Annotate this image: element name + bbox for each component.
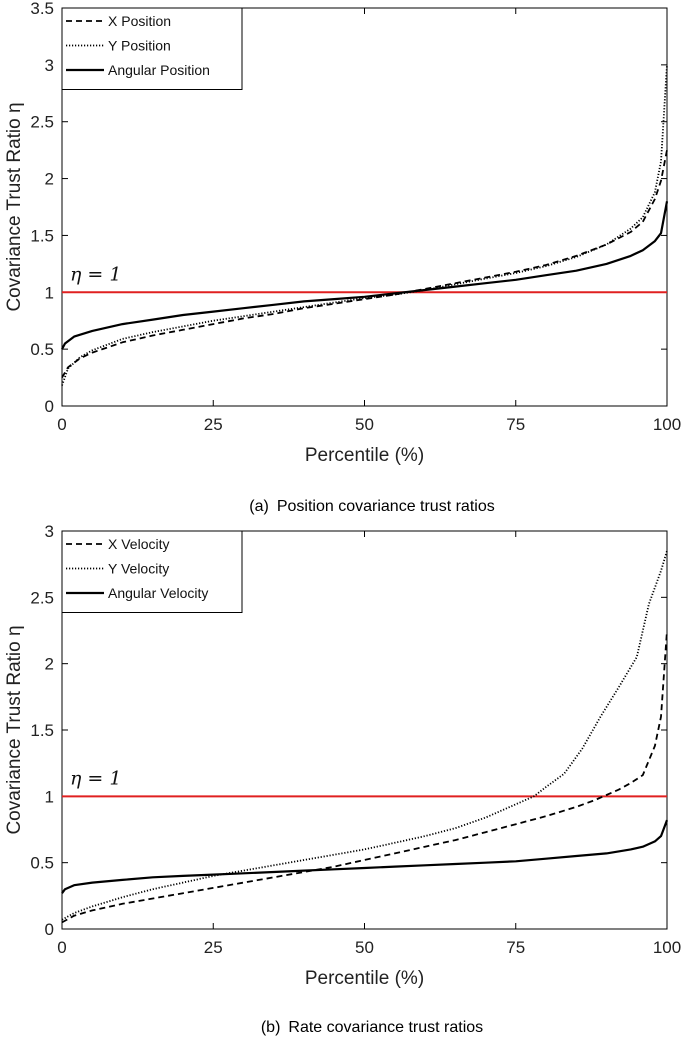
panel-a-caption-label: (a)	[249, 498, 269, 515]
series-x-velocity	[61, 630, 668, 924]
ytick-label: 0.5	[30, 340, 54, 359]
panel-b-reference-label: η = 1	[70, 767, 121, 789]
panel-a-series	[61, 64, 669, 386]
ytick-label: 3.5	[30, 0, 54, 18]
panel-b-ylabel: Covariance Trust Ratio η	[4, 625, 25, 834]
panel-a-xticks: 0 25 50 75 100	[57, 8, 681, 434]
legend-label: Angular Velocity	[108, 585, 208, 601]
panel-b-yticks: 0 0.5 1 1.5 2 2.5 3	[30, 522, 667, 939]
series-x-position	[61, 149, 668, 379]
legend-label: X Position	[108, 13, 171, 29]
panel-b-legend: X Velocity Y Velocity Angular Velocity	[61, 530, 243, 613]
panel-a-ylabel: Covariance Trust Ratio η	[4, 102, 25, 311]
xtick-label: 100	[653, 938, 681, 957]
ytick-label: 1	[45, 787, 54, 806]
xtick-label: 25	[204, 415, 223, 434]
panel-b-xlabel: Percentile (%)	[305, 968, 424, 989]
xtick-label: 75	[506, 415, 525, 434]
panel-b-caption-text: Rate covariance trust ratios	[288, 1019, 483, 1036]
series-angular-velocity	[61, 819, 669, 894]
panel-a-xlabel: Percentile (%)	[305, 445, 424, 466]
ytick-label: 2.5	[30, 588, 54, 607]
ytick-label: 3	[45, 522, 54, 541]
legend-label: Y Position	[108, 38, 171, 54]
legend-label: Angular Position	[108, 62, 210, 78]
panel-b-series	[61, 550, 669, 924]
ytick-label: 1	[45, 283, 54, 302]
xtick-label: 0	[57, 415, 66, 434]
ytick-label: 2.5	[30, 113, 54, 132]
xtick-label: 75	[506, 938, 525, 957]
series-y-velocity	[61, 550, 668, 921]
legend-label: Y Velocity	[108, 561, 169, 577]
legend-label: X Velocity	[108, 536, 169, 552]
ytick-label: 3	[45, 56, 54, 75]
ytick-label: 0	[45, 920, 54, 939]
panel-a-legend: X Position Y Position Angular Position	[61, 7, 243, 90]
xtick-label: 50	[355, 938, 374, 957]
ytick-label: 2	[45, 170, 54, 189]
panel-a-caption: (a) Position covariance trust ratios	[249, 498, 494, 515]
panel-a-reference-label: η = 1	[70, 263, 121, 285]
ytick-label: 0	[45, 397, 54, 416]
xtick-label: 25	[204, 938, 223, 957]
ytick-label: 1.5	[30, 721, 54, 740]
series-angular-position	[61, 201, 669, 350]
panel-a: 0 0.5 1 1.5 2 2.5 3 3.5 0 25 50 75 100 η = 1 X Posi…	[4, 0, 681, 515]
panel-b-caption: (b) Rate covariance trust ratios	[261, 1019, 483, 1036]
ytick-label: 1.5	[30, 226, 54, 245]
panel-b-caption-label: (b)	[261, 1019, 281, 1036]
xtick-label: 50	[355, 415, 374, 434]
ytick-label: 2	[45, 655, 54, 674]
panel-a-caption-text: Position covariance trust ratios	[277, 498, 495, 515]
xtick-label: 0	[57, 938, 66, 957]
panel-b: 0 0.5 1 1.5 2 2.5 3 0 25 50 75 100 η = 1 X Velocit…	[4, 522, 681, 1036]
ytick-label: 0.5	[30, 854, 54, 873]
xtick-label: 100	[653, 415, 681, 434]
panel-b-xticks: 0 25 50 75 100	[57, 531, 681, 957]
